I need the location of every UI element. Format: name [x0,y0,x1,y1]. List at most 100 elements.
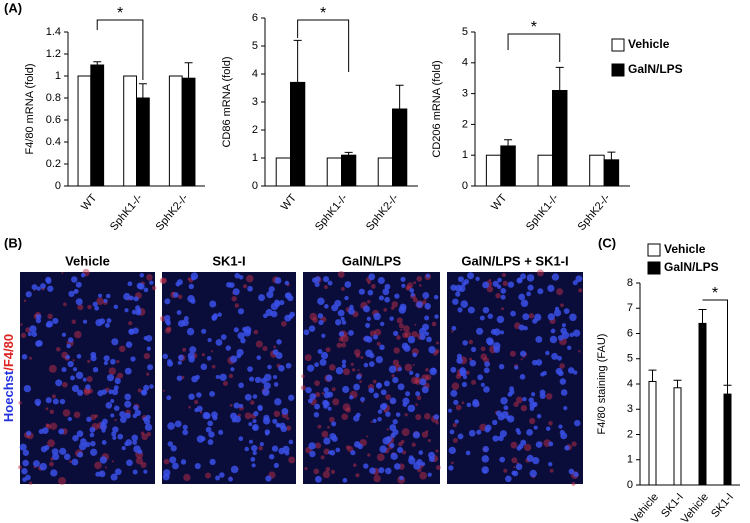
nucleus [522,313,530,321]
nucleus [481,455,490,463]
red-signal [228,373,234,379]
red-signal [246,274,254,283]
red-signal [162,389,165,392]
nucleus [288,439,294,445]
y-tick-label: 0 [252,180,258,192]
nucleus [313,411,320,418]
nucleus [280,425,288,433]
nucleus [384,296,391,303]
nucleus [105,293,111,299]
nucleus [35,340,42,347]
nucleus [137,283,145,290]
nucleus [331,421,337,427]
nucleus [393,463,401,470]
y-tick-label: 8 [627,277,633,289]
bar [603,159,620,187]
nucleus [55,379,63,387]
nucleus [551,273,560,281]
nucleus [252,424,259,432]
red-signal [480,346,486,352]
nucleus [71,458,79,466]
nucleus [112,426,119,433]
nucleus [306,364,315,372]
nucleus [323,400,330,408]
nucleus [375,355,383,364]
nucleus [424,302,431,310]
error-bar [184,62,193,79]
nucleus [98,470,106,478]
nucleus [379,321,385,327]
x-tick-label: SphK2-/- [576,192,613,233]
nucleus [492,435,499,442]
nucleus [129,295,134,301]
nucleus [236,353,242,359]
red-signal [416,379,420,383]
nucleus [431,367,437,373]
nucleus [327,280,333,286]
red-signal [372,379,377,384]
nucleus [341,320,347,325]
red-signal [559,363,565,369]
significance-bracket [507,33,561,62]
nucleus [98,293,103,298]
red-signal [118,345,126,353]
nucleus [124,441,129,447]
nucleus [82,377,87,382]
nucleus [505,475,512,483]
image-title: Vehicle [65,253,110,268]
nucleus [234,272,241,279]
nucleus [407,404,416,413]
nucleus [167,441,174,447]
nucleus [67,337,74,343]
red-signal [560,303,564,308]
red-signal [425,368,429,372]
legend-swatch [647,261,661,275]
nucleus [398,306,407,314]
red-signal [436,341,439,345]
nucleus [318,319,324,326]
nucleus [468,429,476,437]
nucleus [108,389,114,395]
nucleus [379,445,387,453]
red-signal [317,424,322,429]
image-title: GalN/LPS + SK1-I [461,253,568,268]
red-signal [45,407,49,411]
nucleus [72,367,78,372]
nucleus [520,299,529,308]
nucleus [344,281,352,288]
nucleus [162,473,170,481]
nucleus [519,374,526,380]
nucleus [176,279,183,286]
nucleus [482,469,487,474]
red-signal [49,461,54,467]
red-signal [62,302,67,307]
bar [168,75,183,187]
red-signal [352,463,357,468]
bar [77,75,92,187]
red-signal [431,321,437,327]
x-tick-label: SphK1-/- [313,192,350,233]
nucleus [217,312,222,317]
significance-bracket [702,299,728,415]
nucleus [21,354,28,360]
red-signal [412,363,415,366]
red-signal [509,350,516,357]
nucleus [248,422,253,427]
nucleus [461,381,468,388]
nucleus [139,273,145,278]
nucleus [244,446,249,452]
red-signal [435,449,439,453]
bar [698,322,707,486]
nucleus [170,445,177,452]
nucleus [355,412,361,418]
nucleus [31,331,38,337]
nucleus [388,365,397,373]
nucleus [401,342,409,350]
nucleus [205,426,212,433]
nucleus [212,313,218,319]
red-signal [72,359,75,362]
nucleus [447,408,453,413]
nucleus [347,307,355,315]
red-signal [258,446,263,451]
nucleus [377,276,385,285]
